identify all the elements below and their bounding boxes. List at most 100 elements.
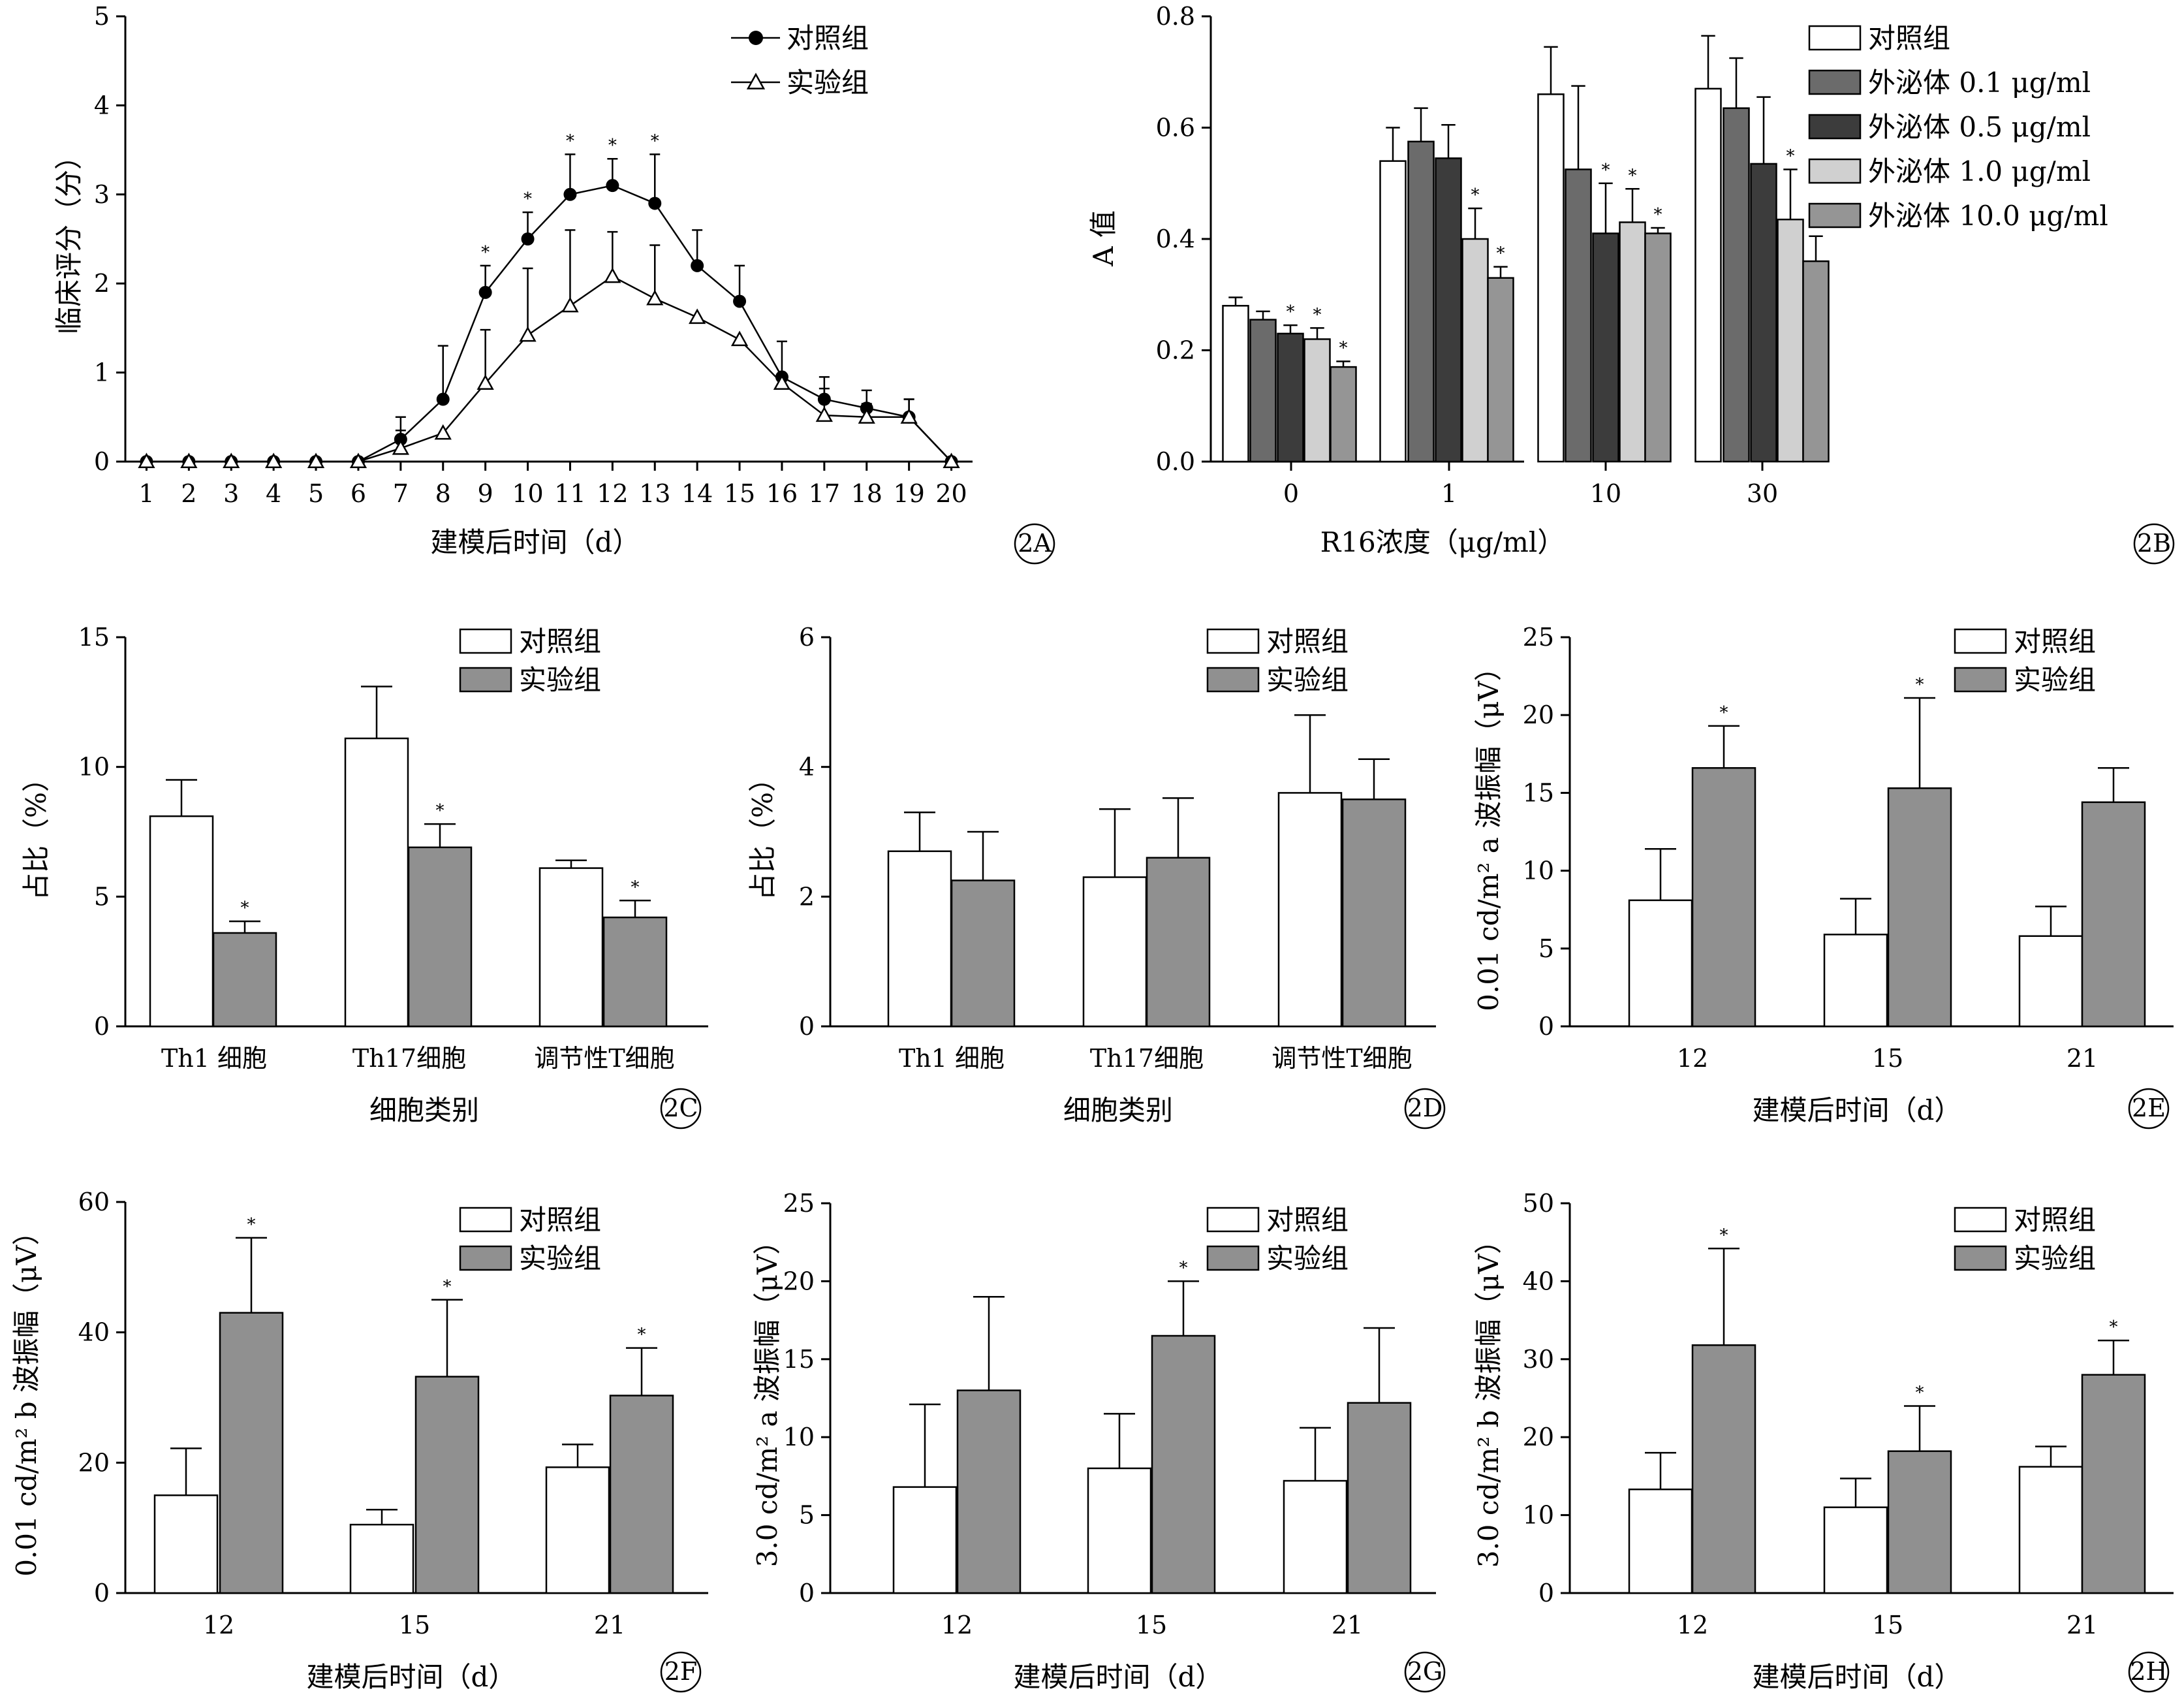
x-tick-label: 10 — [512, 479, 543, 508]
bar — [219, 1312, 284, 1594]
x-tick-label: 0 — [1283, 479, 1299, 508]
bar — [892, 1486, 958, 1594]
bar — [1146, 857, 1211, 1028]
bar — [1694, 87, 1722, 463]
bar — [1750, 163, 1777, 463]
x-tick-label: 6 — [351, 479, 366, 508]
significance-star: * — [1916, 1383, 1924, 1402]
y-tick-label: 0 — [1538, 1579, 1554, 1607]
panel-label: 2D — [1407, 1094, 1443, 1122]
bar — [1723, 107, 1750, 463]
x-tick-label: 7 — [393, 479, 409, 508]
legend-swatch — [459, 1207, 512, 1233]
significance-star: * — [1786, 146, 1795, 166]
y-axis-label: 占比（%） — [747, 765, 779, 900]
bar — [1537, 93, 1565, 463]
data-point — [730, 330, 749, 347]
legend-swatch — [459, 1245, 512, 1271]
y-tick-label: 10 — [78, 753, 110, 782]
data-point — [180, 452, 198, 469]
legend-entry: 对照组 — [2014, 625, 2096, 657]
y-tick-label: 50 — [1523, 1189, 1554, 1218]
x-tick-label: 10 — [1590, 479, 1621, 508]
significance-star: * — [1720, 1225, 1728, 1245]
x-axis-label: 建模后时间（d） — [1753, 1094, 1962, 1126]
bar — [2018, 935, 2083, 1028]
legend-marker — [746, 72, 766, 89]
y-axis-label: 0.01 cd/m² a 波振幅（μV） — [1473, 654, 1505, 1011]
x-tick-label: 2 — [181, 479, 196, 508]
y-tick-label: 25 — [1523, 623, 1554, 652]
legend-entry: 外泌体 0.1 μg/ml — [1868, 67, 2091, 99]
bar — [1277, 332, 1304, 463]
data-point — [689, 308, 706, 324]
x-axis-label: 建模后时间（d） — [1014, 1661, 1223, 1693]
y-tick-label: 0.8 — [1156, 2, 1195, 31]
bar — [1691, 767, 1756, 1028]
legend-entry: 实验组 — [1266, 664, 1349, 696]
data-point — [943, 452, 960, 469]
legend-entry: 对照组 — [519, 625, 601, 657]
x-tick-label: 21 — [594, 1611, 625, 1639]
significance-star: * — [638, 1325, 646, 1345]
y-tick-label: 2 — [94, 269, 110, 298]
y-tick-label: 0.4 — [1156, 225, 1195, 253]
data-point — [223, 452, 240, 469]
significance-star: * — [651, 131, 659, 151]
x-tick-label: Th1 细胞 — [161, 1044, 267, 1073]
x-axis-label: 细胞类别 — [369, 1094, 479, 1126]
x-tick-label: 15 — [724, 479, 755, 508]
data-point — [900, 408, 918, 424]
legend-swatch — [1206, 1207, 1260, 1233]
x-tick-label: 15 — [1872, 1611, 1903, 1639]
significance-star: * — [523, 189, 532, 209]
legend-swatch — [1206, 1245, 1260, 1271]
x-tick-label: 调节性T细胞 — [534, 1044, 674, 1073]
x-tick-label: 12 — [1677, 1611, 1708, 1639]
legend-swatch — [1954, 1207, 2007, 1233]
x-tick-label: 8 — [435, 479, 451, 508]
x-tick-label: 19 — [893, 479, 924, 508]
bar — [1303, 338, 1331, 463]
legend-entry: 实验组 — [1266, 1242, 1349, 1274]
bar — [1283, 1479, 1348, 1594]
data-point — [561, 296, 579, 313]
y-tick-label: 2 — [799, 882, 815, 911]
legend-entry: 实验组 — [787, 67, 869, 99]
legend-entry: 外泌体 0.5 μg/ml — [1868, 111, 2091, 143]
bar — [1644, 232, 1672, 463]
x-tick-label: 17 — [809, 479, 840, 508]
bar — [1628, 899, 1693, 1028]
series-line — [146, 275, 952, 463]
panel-label: 2E — [2132, 1094, 2166, 1122]
y-axis-label: 3.0 cd/m² a 波振幅（μV） — [751, 1227, 783, 1568]
bar — [538, 867, 604, 1028]
significance-star: * — [1654, 205, 1662, 225]
data-point — [604, 267, 621, 283]
bar — [1691, 1344, 1756, 1594]
bar — [1487, 277, 1514, 463]
bar — [2018, 1466, 2083, 1594]
x-tick-label: 21 — [2067, 1044, 2098, 1073]
panel-label-circle — [660, 1651, 702, 1693]
panel-label-circle — [1014, 523, 1055, 565]
bar — [1082, 876, 1147, 1028]
y-axis-label: 3.0 cd/m² b 波振幅（μV） — [1473, 1227, 1505, 1568]
x-tick-label: 3 — [223, 479, 239, 508]
bar — [1628, 1488, 1693, 1594]
legend-swatch — [1954, 628, 2007, 654]
data-point — [434, 424, 452, 440]
data-point — [307, 452, 325, 469]
data-point — [815, 406, 833, 422]
y-tick-label: 0 — [94, 447, 110, 476]
x-tick-label: 15 — [399, 1611, 430, 1639]
y-tick-label: 5 — [94, 2, 110, 31]
significance-star: * — [481, 243, 490, 262]
legend-swatch — [1954, 1245, 2007, 1271]
y-tick-label: 4 — [799, 753, 815, 782]
data-point — [733, 294, 747, 308]
